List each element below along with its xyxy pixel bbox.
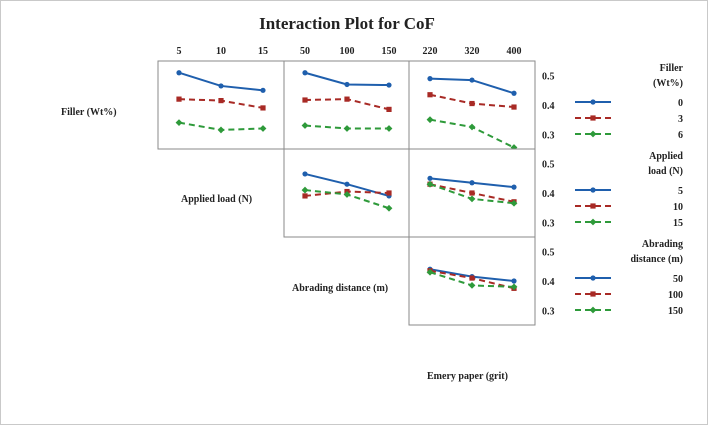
legend-title-abrading-distance-m: Abrading (642, 239, 683, 250)
legend-level-label: 100 (668, 290, 683, 301)
factor-label-emery-paper: Emery paper (grit) (427, 371, 508, 382)
legend-swatch-marker (590, 291, 596, 297)
x-tick-label: 10 (216, 46, 226, 57)
legend-swatch-marker (590, 275, 596, 281)
data-point (385, 204, 393, 212)
legend-level-label: 6 (678, 130, 683, 141)
legend-title-abrading-distance-m: distance (m) (631, 254, 684, 265)
data-point (302, 70, 308, 76)
data-point (469, 275, 475, 281)
data-point (218, 98, 224, 104)
legend-swatch-marker (589, 218, 597, 226)
data-point (386, 82, 392, 88)
data-point (385, 125, 393, 132)
legend-swatch-marker (589, 130, 597, 138)
data-point (469, 180, 475, 186)
data-point (386, 106, 392, 112)
data-point (343, 191, 351, 198)
legend-level-label: 10 (673, 202, 683, 213)
data-point (427, 92, 433, 98)
data-point (218, 83, 224, 89)
legend-title-applied-load-n: Applied (649, 151, 683, 162)
data-point (260, 105, 266, 111)
y-tick-label: 0.3 (542, 218, 555, 229)
data-point (301, 186, 309, 194)
data-point (217, 126, 225, 134)
data-point (343, 125, 351, 132)
legend-swatch-marker (590, 115, 596, 121)
x-tick-label: 220 (423, 46, 438, 57)
data-point (426, 268, 434, 276)
data-point (426, 116, 434, 124)
data-point (302, 171, 308, 177)
factor-label-abrading-distance: Abrading distance (m) (292, 283, 388, 294)
x-tick-label: 50 (300, 46, 310, 57)
y-tick-label: 0.4 (542, 189, 555, 200)
data-point (427, 175, 433, 181)
legend-swatch-marker (590, 99, 596, 105)
data-point (468, 123, 476, 131)
data-point (469, 100, 475, 107)
legend-level-label: 0 (678, 98, 683, 109)
panel-box (157, 60, 285, 150)
data-point (302, 193, 308, 199)
data-point (259, 125, 267, 132)
legend-level-label: 50 (673, 274, 683, 285)
data-point (302, 97, 308, 103)
data-point (344, 181, 350, 187)
data-point (511, 184, 517, 190)
y-tick-label: 0.3 (542, 130, 555, 141)
data-point (510, 283, 518, 291)
y-tick-label: 0.3 (542, 306, 555, 317)
data-point (511, 90, 517, 96)
legend-level-label: 3 (678, 114, 683, 125)
data-point (386, 190, 392, 196)
y-tick-label: 0.5 (542, 160, 555, 171)
legend-level-label: 150 (668, 306, 683, 317)
data-point (176, 70, 182, 76)
chart-title: Interaction Plot for CoF (259, 14, 435, 33)
factor-label-filler: Filler (Wt%) (61, 107, 117, 118)
legend-swatch-marker (590, 203, 596, 209)
factor-label-applied-load: Applied load (N) (181, 194, 252, 205)
y-tick-label: 0.4 (542, 101, 555, 112)
data-point (344, 96, 350, 102)
data-point (469, 77, 475, 83)
data-point (469, 190, 475, 196)
data-point (344, 81, 350, 88)
legend-level-label: 5 (678, 186, 683, 197)
x-tick-label: 15 (258, 46, 268, 57)
data-point (427, 76, 433, 82)
x-tick-label: 150 (382, 46, 397, 57)
x-tick-label: 320 (465, 46, 480, 57)
legend-swatch-marker (589, 306, 597, 314)
legend-title-filler-wt: (Wt%) (653, 78, 683, 89)
y-tick-label: 0.5 (542, 248, 555, 259)
data-point (301, 122, 309, 129)
data-point (468, 195, 476, 203)
legend-level-label: 15 (673, 218, 683, 229)
y-tick-label: 0.5 (542, 72, 555, 83)
data-point (260, 87, 266, 93)
y-tick-label: 0.4 (542, 277, 555, 288)
data-point (511, 278, 517, 284)
x-tick-label: 5 (177, 46, 182, 57)
legend-title-filler-wt: Filler (660, 63, 684, 74)
x-tick-label: 400 (507, 46, 522, 57)
legend-swatch-marker (590, 187, 596, 193)
data-point (468, 282, 476, 289)
data-point (426, 180, 434, 188)
data-point (511, 104, 517, 110)
legend-title-applied-load-n: load (N) (648, 166, 683, 177)
data-point (176, 96, 182, 102)
x-tick-label: 100 (340, 46, 355, 57)
data-point (175, 119, 183, 126)
